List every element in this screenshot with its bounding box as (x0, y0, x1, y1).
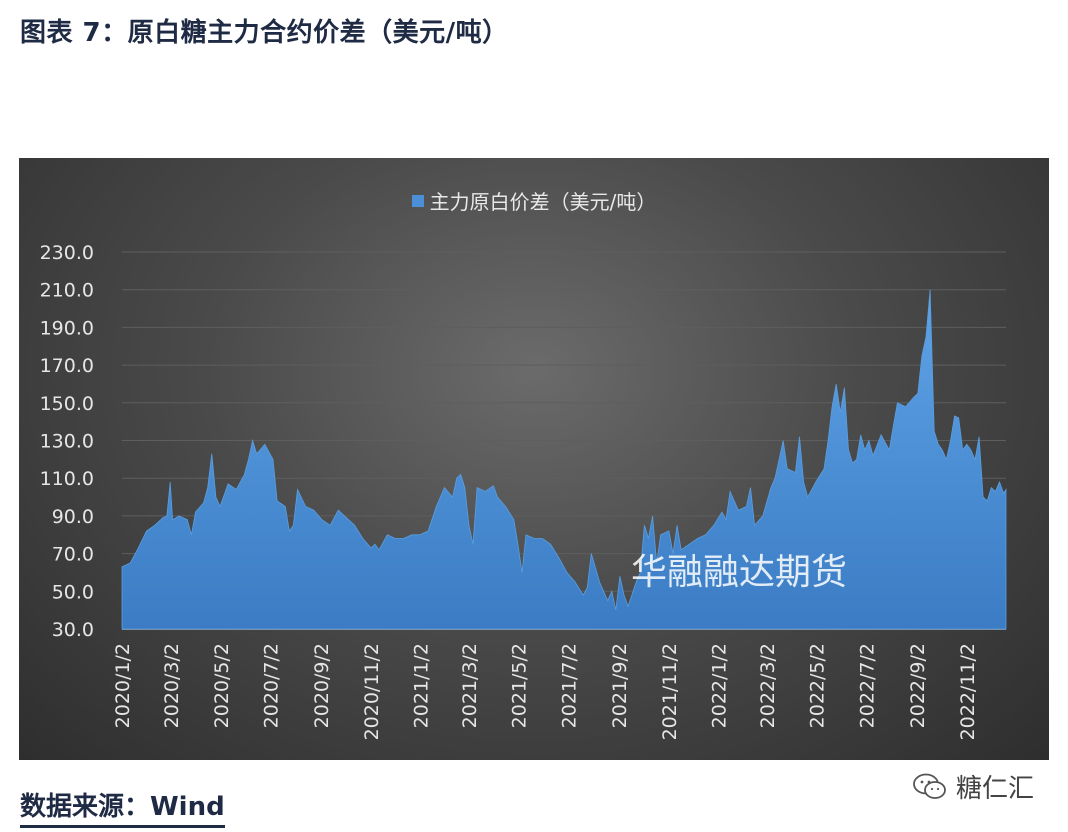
y-tick-label: 130.0 (40, 431, 94, 453)
x-tick-label: 2022/11/2 (957, 643, 979, 740)
x-tick-label: 2020/9/2 (311, 643, 333, 728)
x-tick-label: 2022/1/2 (709, 643, 731, 728)
y-tick-label: 170.0 (40, 355, 94, 377)
y-tick-label: 30.0 (52, 619, 94, 641)
area-chart: 230.0 210.0 190.0 170.0 150.0 130.0 110.0 90.0 7… (40, 242, 1007, 740)
x-tick-label: 2021/7/2 (559, 643, 581, 728)
legend-label: 主力原白价差（美元/吨） (429, 190, 657, 214)
x-tick-label: 2020/5/2 (211, 643, 233, 728)
figure-title: 图表 7：原白糖主力合约价差（美元/吨） (20, 18, 509, 48)
y-axis-ticks: 230.0 210.0 190.0 170.0 150.0 130.0 110.0 90.0 7… (40, 242, 94, 641)
x-tick-label: 2020/7/2 (261, 643, 283, 728)
x-tick-label: 2022/7/2 (856, 643, 878, 728)
brand-name: 糖仁汇 (955, 774, 1034, 804)
chart-legend: 主力原白价差（美元/吨） (19, 186, 1049, 215)
series-area-path (121, 289, 1007, 630)
x-tick-label: 2021/9/2 (609, 643, 631, 728)
legend-swatch (411, 195, 424, 207)
chart-container: 230.0 210.0 190.0 170.0 150.0 130.0 110.0 90.0 7… (19, 158, 1049, 760)
y-tick-label: 110.0 (40, 468, 94, 490)
x-tick-label: 2021/1/2 (411, 643, 433, 728)
x-tick-label: 2020/3/2 (161, 643, 183, 728)
x-tick-label: 2021/11/2 (659, 643, 681, 740)
y-tick-label: 210.0 (40, 280, 94, 302)
y-tick-label: 50.0 (52, 581, 94, 603)
y-tick-label: 70.0 (52, 544, 94, 566)
x-tick-label: 2021/3/2 (459, 643, 481, 728)
y-tick-label: 150.0 (40, 393, 94, 415)
brand-mark: 糖仁汇 (912, 768, 1034, 805)
watermark-text: 华融融达期货 (631, 552, 847, 593)
x-tick-label: 2022/9/2 (907, 643, 929, 728)
x-tick-label: 2022/5/2 (807, 643, 829, 728)
x-tick-label: 2020/1/2 (112, 643, 134, 728)
series-area (121, 289, 1007, 630)
y-tick-label: 90.0 (52, 506, 94, 528)
wechat-icon (913, 773, 946, 799)
x-tick-label: 2020/11/2 (361, 643, 383, 740)
y-tick-label: 190.0 (40, 317, 94, 339)
x-tick-label: 2022/3/2 (757, 643, 779, 728)
x-tick-label: 2021/5/2 (509, 643, 531, 728)
y-tick-label: 230.0 (40, 242, 94, 264)
x-axis-ticks: 2020/1/2 2020/3/2 2020/5/2 2020/7/2 2020/9/2… (112, 643, 979, 740)
data-source: 数据来源：Wind (20, 786, 225, 828)
